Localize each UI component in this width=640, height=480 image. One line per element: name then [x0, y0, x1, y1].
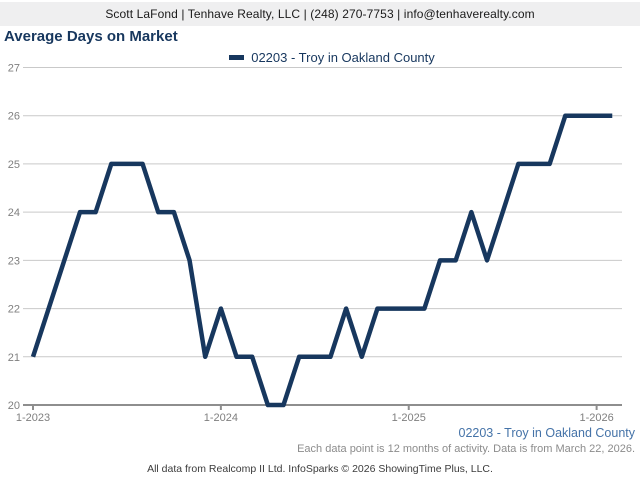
page-title: Average Days on Market	[4, 28, 178, 45]
y-tick-label: 26	[8, 111, 20, 123]
y-tick-label: 25	[8, 159, 20, 171]
footer-attribution: All data from Realcomp II Ltd. InfoSpark…	[147, 463, 493, 475]
y-tick-label: 23	[8, 255, 20, 267]
x-tick-label: 1-2025	[392, 412, 426, 424]
legend-line-swatch	[229, 54, 245, 60]
y-tick-label: 21	[8, 352, 20, 364]
header-bar: Scott LaFond | Tenhave Realty, LLC | (24…	[0, 2, 640, 26]
y-tick-label: 20	[8, 400, 20, 412]
x-tick-label: 1-2024	[204, 412, 238, 424]
legend: 02203 - Troy in Oakland County	[0, 49, 640, 65]
y-tick-label: 22	[8, 304, 20, 316]
legend-label: 02203 - Troy in Oakland County	[251, 49, 435, 65]
y-tick-label: 24	[8, 207, 20, 219]
footer-note: Each data point is 12 months of activity…	[297, 443, 635, 455]
x-tick-label: 1-2026	[579, 412, 613, 424]
contact-line: Scott LaFond | Tenhave Realty, LLC | (24…	[105, 7, 535, 21]
series-line	[30, 113, 613, 408]
footer-series-label[interactable]: 02203 - Troy in Oakland County	[458, 426, 636, 440]
x-tick-label: 1-2023	[16, 412, 50, 424]
